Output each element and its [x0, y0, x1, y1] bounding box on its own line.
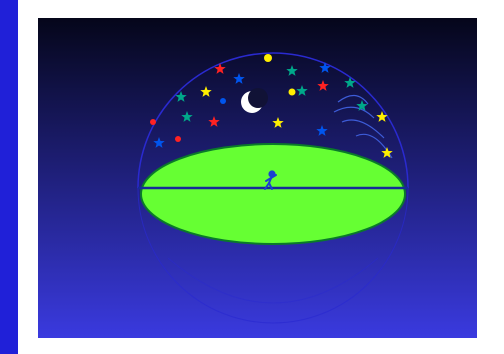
dot-planet-icon: [288, 88, 296, 96]
star-icon: [208, 116, 220, 127]
star-icon: [296, 85, 308, 96]
star-field: [150, 54, 393, 158]
star-icon: [214, 63, 226, 74]
horizon-ground-disc: [140, 143, 406, 245]
dot-planet-icon: [150, 119, 156, 125]
star-icon: [316, 125, 328, 136]
crescent-moon-icon: [241, 88, 268, 113]
star-icon: [233, 73, 245, 84]
sphere-lower-inner-arc: [167, 257, 379, 304]
star-icon: [286, 65, 298, 76]
star-icon: [200, 86, 212, 97]
celestial-sphere-diagram: [38, 18, 477, 338]
star-icon: [272, 117, 284, 128]
star-icon: [181, 111, 193, 122]
dot-planet-icon: [175, 136, 181, 142]
star-icon: [319, 62, 331, 73]
star-icon: [381, 147, 393, 158]
star-icon: [175, 91, 187, 102]
star-icon: [376, 111, 388, 122]
stick-figure-observer-icon: [264, 170, 277, 190]
celestial-sphere-lower-arc: [137, 187, 409, 324]
dot-planet-icon: [264, 54, 272, 62]
celestial-dome-arc: [137, 52, 409, 189]
star-icon: [317, 80, 329, 91]
dot-planet-icon: [220, 98, 226, 104]
star-icon: [356, 100, 368, 111]
star-icon: [344, 77, 356, 88]
star-icon: [153, 137, 165, 148]
